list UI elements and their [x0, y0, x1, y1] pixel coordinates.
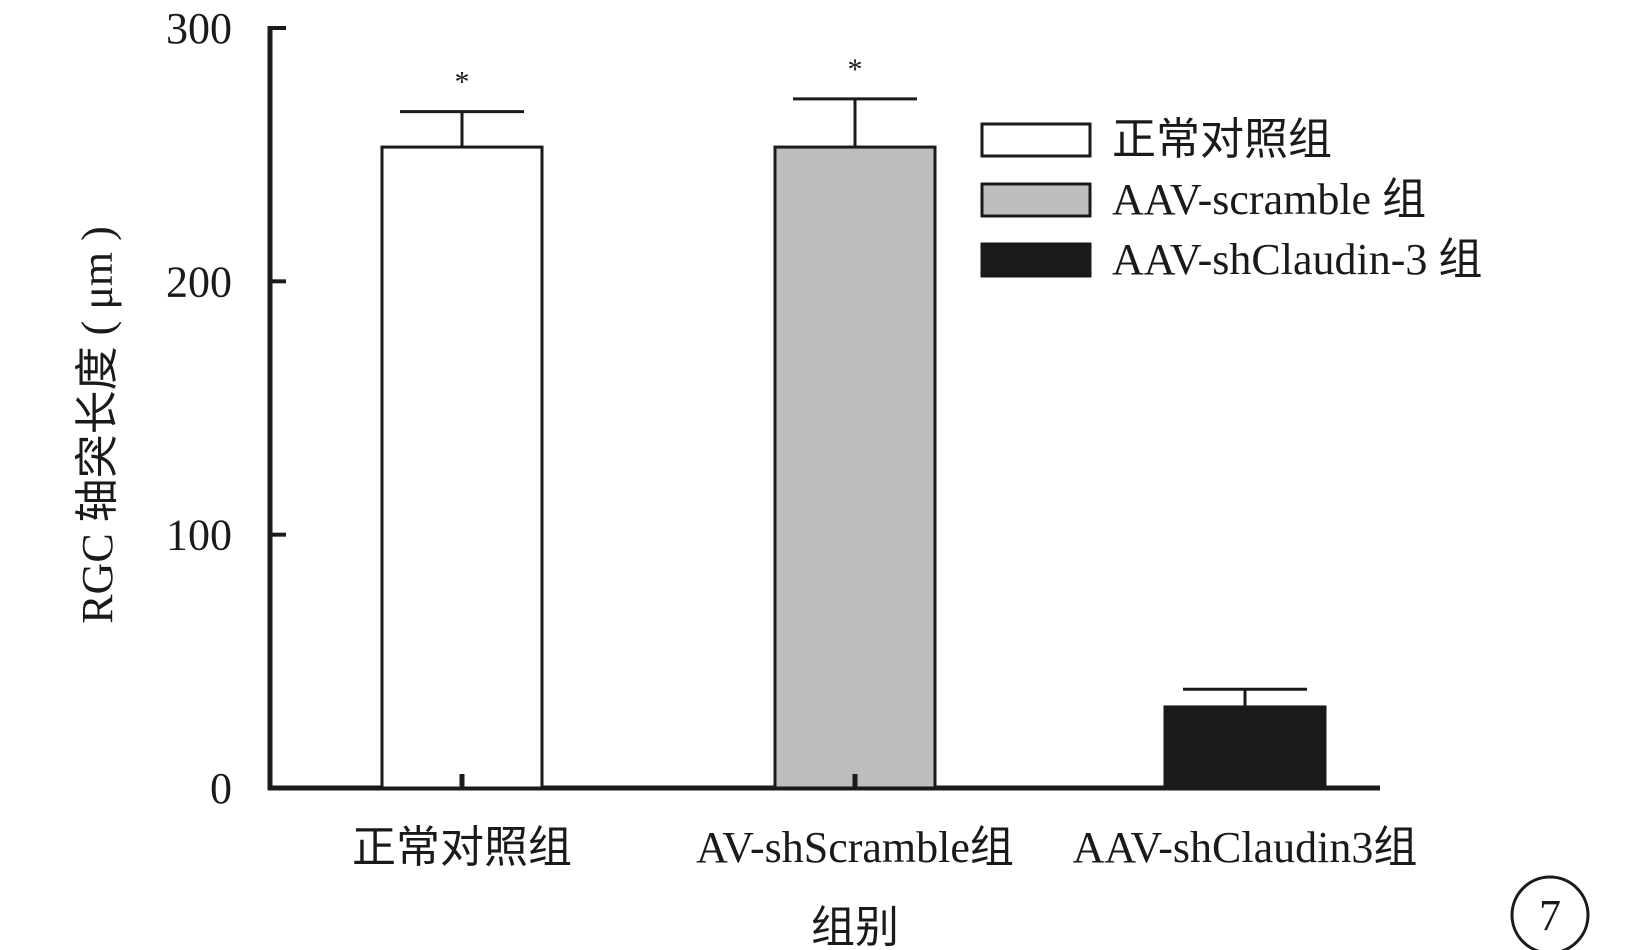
- significance-mark: *: [848, 53, 863, 86]
- y-tick-label: 300: [166, 4, 232, 53]
- x-tick-label: AAV-shClaudin3组: [1073, 823, 1418, 872]
- bar: [380, 145, 544, 790]
- bar: [773, 145, 937, 790]
- legend-swatch: [980, 182, 1092, 218]
- y-tick-label: 200: [166, 257, 232, 306]
- x-tick-label: 正常对照组: [352, 823, 572, 872]
- y-tick-label: 0: [210, 764, 232, 813]
- legend: 正常对照组 AAV-scramble 组 AAV-shClaudin-3 组: [980, 115, 1482, 284]
- legend-label: AAV-shClaudin-3 组: [1112, 235, 1482, 284]
- figure-number-circle: [1510, 875, 1590, 950]
- figure-number: 7: [1539, 891, 1561, 940]
- y-ticks: 0 100 200 300: [166, 4, 286, 813]
- legend-swatch: [980, 122, 1092, 158]
- legend-label: AAV-scramble 组: [1112, 175, 1426, 224]
- legend-label: 正常对照组: [1112, 115, 1332, 164]
- y-axis-title: RGC 轴突长度 ( μm ): [73, 226, 122, 624]
- legend-swatch: [980, 242, 1092, 278]
- figure-number-badge: 7: [1510, 875, 1590, 950]
- x-axis-title: 组别: [811, 903, 899, 950]
- x-tick-label: AV-shScramble组: [696, 823, 1014, 872]
- significance-mark: *: [455, 66, 470, 99]
- y-tick-label: 100: [166, 511, 232, 560]
- bars: * *: [380, 53, 1327, 790]
- x-tick-labels: 正常对照组 AV-shScramble组 AAV-shClaudin3组: [352, 823, 1417, 872]
